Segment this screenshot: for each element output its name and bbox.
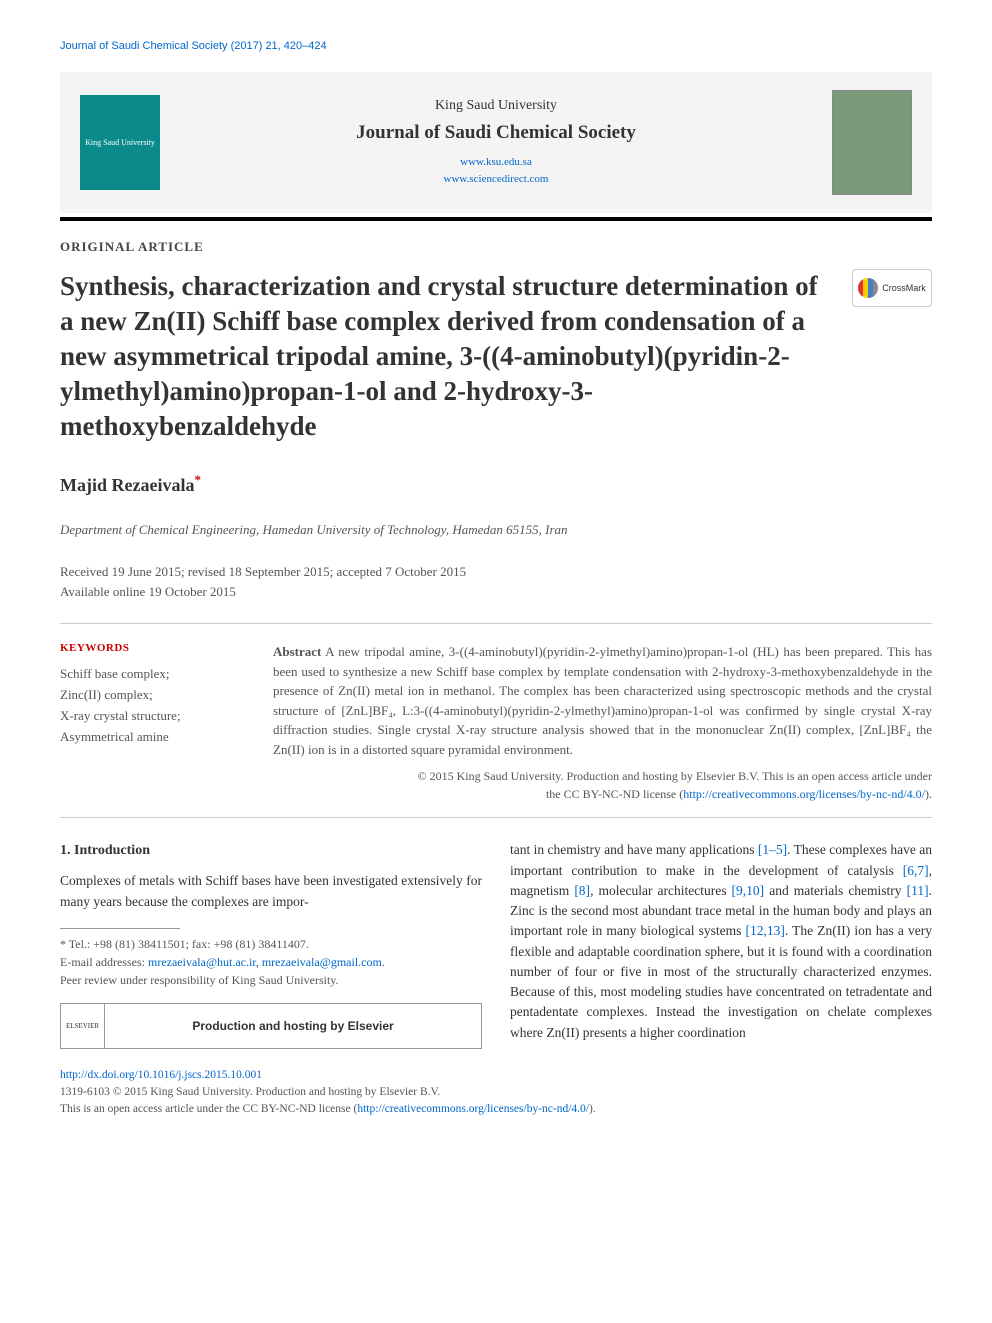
abstract-top-rule: [60, 623, 932, 624]
footnote-rule: [60, 928, 180, 929]
abstract-label: Abstract: [273, 644, 321, 659]
crossmark-badge[interactable]: CrossMark: [852, 269, 932, 307]
elsevier-logo-icon: ELSEVIER: [61, 1004, 105, 1048]
footnotes: * Tel.: +98 (81) 38411501; fax: +98 (81)…: [60, 935, 482, 989]
hosting-box: ELSEVIER Production and hosting by Elsev…: [60, 1003, 482, 1049]
citation-link[interactable]: [8]: [574, 883, 590, 898]
author-line: Majid Rezaeivala*: [60, 472, 932, 496]
abstract-column: Abstract A new tripodal amine, 3-((4-ami…: [273, 642, 932, 803]
crossmark-icon: [858, 278, 878, 298]
corresponding-tel: * Tel.: +98 (81) 38411501; fax: +98 (81)…: [60, 935, 482, 953]
running-header: Journal of Saudi Chemical Society (2017)…: [60, 40, 932, 52]
body-column-right: tant in chemistry and have many applicat…: [510, 840, 932, 1049]
affiliation: Department of Chemical Engineering, Hame…: [60, 522, 932, 538]
citation-link[interactable]: [11]: [907, 883, 929, 898]
author-marker: *: [194, 472, 201, 487]
masthead-rule: [60, 217, 932, 221]
citation-link[interactable]: [1–5]: [758, 842, 787, 857]
keywords-heading: KEYWORDS: [60, 642, 245, 654]
keyword-item: Zinc(II) complex;: [60, 687, 153, 702]
section-heading-introduction: 1. Introduction: [60, 840, 482, 861]
abstract-block: KEYWORDS Schiff base complex; Zinc(II) c…: [60, 638, 932, 803]
page-footer: http://dx.doi.org/10.1016/j.jscs.2015.10…: [60, 1067, 932, 1119]
journal-url-1[interactable]: www.ksu.edu.sa: [460, 156, 532, 168]
doi-link[interactable]: http://dx.doi.org/10.1016/j.jscs.2015.10…: [60, 1069, 262, 1081]
keywords-list: Schiff base complex; Zinc(II) complex; X…: [60, 664, 245, 747]
intro-paragraph-left: Complexes of metals with Schiff bases ha…: [60, 871, 482, 912]
email-link-1[interactable]: mrezaeivala@hut.ac.ir: [148, 955, 256, 969]
footer-cc-link[interactable]: http://creativecommons.org/licenses/by-n…: [357, 1103, 589, 1115]
keyword-item: Asymmetrical amine: [60, 729, 169, 744]
keyword-item: Schiff base complex;: [60, 666, 170, 681]
citation-link[interactable]: [12,13]: [746, 923, 785, 938]
cc-license-link[interactable]: http://creativecommons.org/licenses/by-n…: [683, 787, 925, 801]
keyword-item: X-ray crystal structure;: [60, 708, 181, 723]
article-title: Synthesis, characterization and crystal …: [60, 269, 836, 444]
dates-line1: Received 19 June 2015; revised 18 Septem…: [60, 564, 466, 579]
corresponding-email-line: E-mail addresses: mrezaeivala@hut.ac.ir,…: [60, 953, 482, 971]
masthead: King Saud University King Saud Universit…: [60, 72, 932, 213]
email-label: E-mail addresses:: [60, 955, 148, 969]
copyright-line1: © 2015 King Saud University. Production …: [418, 769, 932, 783]
crossmark-label: CrossMark: [882, 283, 926, 293]
footer-line2: 1319-6103 © 2015 King Saud University. P…: [60, 1086, 440, 1098]
citation-link[interactable]: [6,7]: [903, 863, 929, 878]
abstract-text: A new tripodal amine, 3-((4-aminobutyl)(…: [273, 644, 932, 757]
citation-link[interactable]: [9,10]: [732, 883, 765, 898]
copyright-line2-prefix: the CC BY-NC-ND license (: [546, 787, 683, 801]
peer-review-note: Peer review under responsibility of King…: [60, 971, 482, 989]
intro-paragraph-right: tant in chemistry and have many applicat…: [510, 840, 932, 1043]
publisher-name: King Saud University: [180, 98, 812, 114]
publisher-logo: King Saud University: [80, 95, 160, 190]
journal-cover-thumbnail: [832, 90, 912, 195]
email-link-2[interactable]: mrezaeivala@gmail.com: [262, 955, 382, 969]
hosting-text: Production and hosting by Elsevier: [105, 1017, 481, 1035]
footer-line3-suffix: ).: [589, 1103, 596, 1115]
body-columns: 1. Introduction Complexes of metals with…: [60, 840, 932, 1049]
email-suffix: .: [382, 955, 385, 969]
journal-url-2[interactable]: www.sciencedirect.com: [444, 173, 549, 185]
dates-line2: Available online 19 October 2015: [60, 584, 236, 599]
copyright-line2-suffix: ).: [925, 787, 932, 801]
author-name: Majid Rezaeivala: [60, 475, 194, 495]
article-dates: Received 19 June 2015; revised 18 Septem…: [60, 562, 932, 601]
footer-line3-prefix: This is an open access article under the…: [60, 1103, 357, 1115]
abstract-copyright: © 2015 King Saud University. Production …: [273, 767, 932, 803]
keywords-column: KEYWORDS Schiff base complex; Zinc(II) c…: [60, 642, 245, 803]
journal-name: Journal of Saudi Chemical Society: [180, 122, 812, 144]
abstract-bottom-rule: [60, 817, 932, 818]
masthead-center: King Saud University Journal of Saudi Ch…: [180, 98, 812, 187]
article-type: ORIGINAL ARTICLE: [60, 239, 932, 255]
body-column-left: 1. Introduction Complexes of metals with…: [60, 840, 482, 1049]
